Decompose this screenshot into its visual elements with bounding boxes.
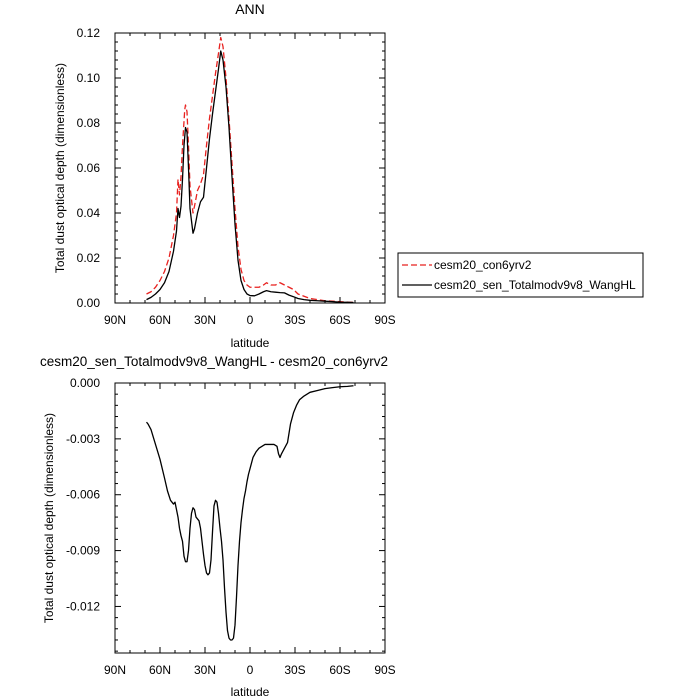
- y-tick-label: 0.000: [70, 376, 100, 390]
- x-tick-label: 60S: [329, 663, 350, 677]
- series-line-0: [146, 36, 354, 303]
- plot-frame: [114, 382, 386, 654]
- x-axis-label: latitude: [231, 685, 270, 699]
- y-tick-label: -0.009: [66, 544, 100, 558]
- y-tick-label: 0.04: [77, 206, 101, 220]
- chart-title: ANN: [235, 1, 265, 17]
- plot-frame: [114, 32, 386, 304]
- legend-label-1: cesm20_sen_Totalmodv9v8_WangHL: [434, 278, 636, 292]
- legend-label-0: cesm20_con6yrv2: [434, 258, 532, 272]
- series-line-1: [146, 50, 354, 303]
- legend-box: [397, 252, 644, 298]
- x-tick-label: 30S: [284, 313, 305, 327]
- y-axis-label: Total dust optical depth (dimensionless): [42, 413, 56, 623]
- y-tick-label: 0.10: [77, 71, 101, 85]
- chart-title: cesm20_sen_Totalmodv9v8_WangHL - cesm20_…: [40, 354, 388, 369]
- x-tick-label: 30N: [194, 663, 216, 677]
- x-tick-label: 90N: [104, 313, 126, 327]
- y-tick-label: 0.00: [77, 296, 101, 310]
- x-tick-label: 60N: [149, 663, 171, 677]
- y-tick-label: -0.006: [66, 488, 100, 502]
- x-tick-label: 60N: [149, 313, 171, 327]
- y-tick-label: 0.06: [77, 161, 101, 175]
- x-tick-label: 90S: [374, 313, 395, 327]
- x-axis-label: latitude: [231, 336, 270, 350]
- y-tick-label: -0.003: [66, 432, 100, 446]
- y-tick-label: 0.08: [77, 116, 101, 130]
- series-line-0: [145, 385, 354, 641]
- x-tick-label: 60S: [329, 313, 350, 327]
- y-tick-label: 0.02: [77, 251, 101, 265]
- y-tick-label: 0.12: [77, 26, 101, 40]
- x-tick-label: 0: [247, 313, 254, 327]
- y-axis-label: Total dust optical depth (dimensionless): [53, 63, 67, 273]
- x-tick-label: 0: [247, 663, 254, 677]
- y-tick-label: -0.012: [66, 599, 100, 613]
- x-tick-label: 30S: [284, 663, 305, 677]
- x-tick-label: 90N: [104, 663, 126, 677]
- x-tick-label: 90S: [374, 663, 395, 677]
- x-tick-label: 30N: [194, 313, 216, 327]
